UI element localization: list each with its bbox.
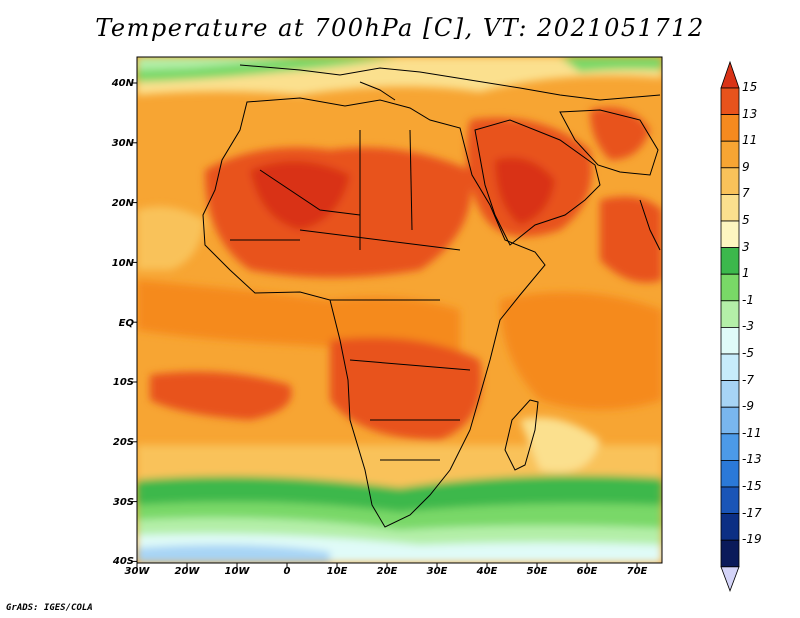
- colorbar-label: 7: [742, 186, 750, 201]
- lon-label-30e: 30E: [426, 566, 448, 577]
- lat-label-30s: 30S: [112, 497, 134, 508]
- colorbar-max-arrow: [720, 60, 740, 89]
- colorbar-label: -5: [742, 346, 754, 360]
- colorbar-label: 13: [742, 106, 758, 121]
- lat-label-10n: 10N: [111, 258, 134, 269]
- colorbar-segment: [720, 220, 740, 249]
- colorbar-label: 9: [742, 159, 750, 174]
- colorbar-label: -9: [742, 399, 754, 414]
- colorbar-label: 5: [742, 213, 750, 227]
- lon-label-20w: 20W: [174, 566, 200, 577]
- colorbar-segment: [720, 459, 740, 488]
- lon-label-40e: 40E: [476, 566, 498, 577]
- colorbar-segment: [720, 300, 740, 328]
- lon-label-50e: 50E: [526, 566, 548, 577]
- colorbar-segment: [720, 486, 740, 515]
- lat-label-20s: 20S: [112, 437, 134, 448]
- colorbar-label: -19: [742, 532, 762, 547]
- colorbar-segment: [720, 406, 740, 435]
- colorbar-label: -15: [742, 479, 762, 493]
- colorbar: [720, 60, 740, 592]
- coastlines: [202, 64, 661, 528]
- temperature-field: [137, 57, 662, 563]
- lat-label-40n: 40N: [111, 78, 134, 89]
- colorbar-segment: [720, 326, 740, 355]
- colorbar-segment: [720, 247, 740, 275]
- colorbar-label: -1: [742, 292, 754, 307]
- lat-label-eq: EQ: [118, 318, 134, 329]
- lon-label-30w: 30W: [124, 566, 150, 577]
- colorbar-segment: [720, 273, 740, 302]
- colorbar-label: 11: [742, 133, 758, 148]
- colorbar-label: -3: [742, 319, 754, 334]
- colorbar-segment: [720, 380, 740, 408]
- colorbar-segment: [720, 193, 740, 222]
- lat-label-40s: 40S: [112, 556, 134, 567]
- credit-text: GrADS: IGES/COLA: [6, 603, 93, 613]
- colorbar-label: -7: [742, 372, 754, 387]
- colorbar-segment: [720, 167, 740, 195]
- colorbar-segment: [720, 353, 740, 382]
- colorbar-label: 3: [742, 239, 750, 254]
- lon-label-0: 0: [283, 566, 291, 577]
- lon-label-70e: 70E: [626, 566, 648, 577]
- colorbar-segment: [720, 539, 740, 568]
- lon-label-60e: 60E: [576, 566, 598, 577]
- axis-ticks: [132, 82, 638, 568]
- colorbar-segment: [720, 433, 740, 461]
- lat-label-20n: 20N: [111, 198, 134, 209]
- colorbar-label: 15: [742, 80, 758, 94]
- colorbar-label: -17: [742, 505, 762, 520]
- colorbar-min-arrow: [720, 566, 740, 592]
- colorbar-segment: [720, 140, 740, 169]
- map-title: Temperature at 700hPa [C], VT: 202105171…: [95, 14, 705, 42]
- lat-label-10s: 10S: [112, 377, 134, 388]
- colorbar-label: 1: [742, 266, 750, 281]
- colorbar-label: -11: [742, 425, 762, 440]
- lon-label-20e: 20E: [376, 566, 398, 577]
- map-frame: [136, 56, 663, 564]
- lon-label-10e: 10E: [326, 566, 348, 577]
- colorbar-label: -13: [742, 452, 762, 467]
- colorbar-segment: [720, 513, 740, 541]
- colorbar-segment: [720, 87, 740, 116]
- lat-label-30n: 30N: [111, 138, 134, 149]
- colorbar-segment: [720, 114, 740, 142]
- lon-label-10w: 10W: [224, 566, 250, 577]
